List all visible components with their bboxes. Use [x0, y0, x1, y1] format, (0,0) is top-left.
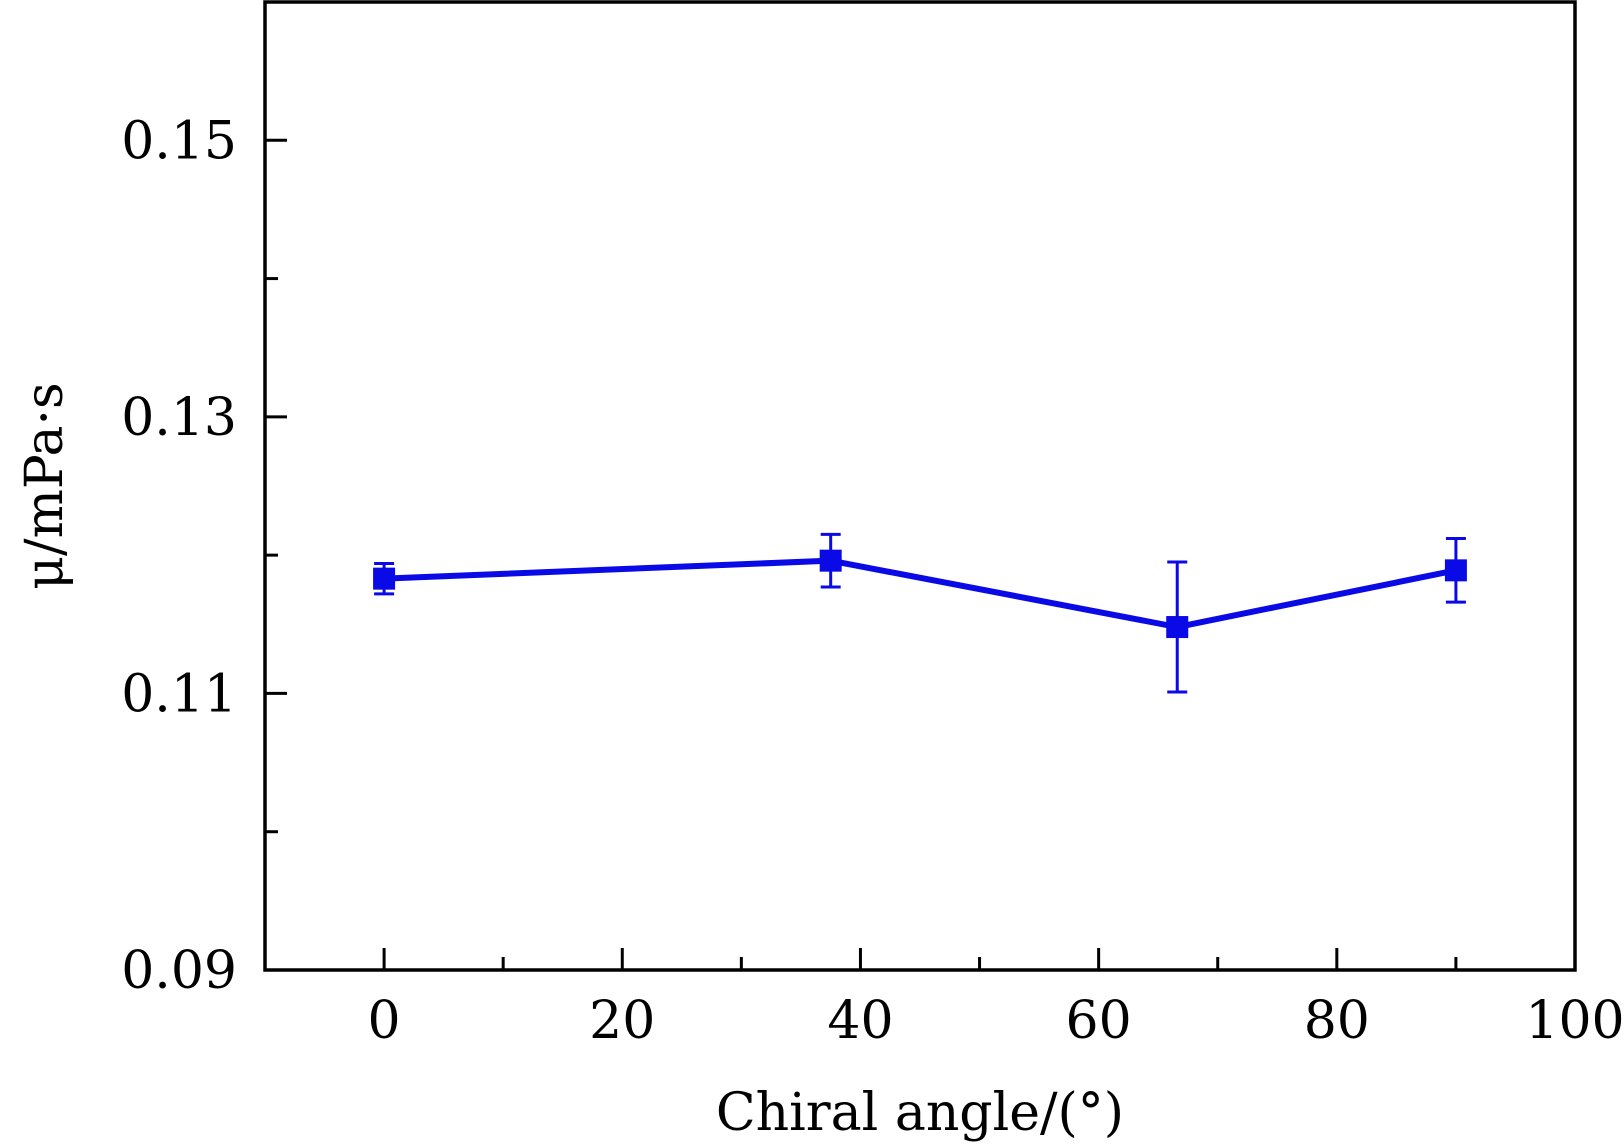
y-tick-label: 0.11	[121, 664, 237, 724]
series-line	[383, 557, 1457, 631]
data-point	[819, 549, 842, 572]
x-tick-label: 100	[1525, 991, 1624, 1051]
y-tick-label: 0.15	[121, 111, 237, 171]
y-axis-title: μ/mPa·s	[15, 382, 75, 590]
plot-frame	[263, 0, 1577, 972]
data-point	[373, 567, 396, 590]
x-tick-label: 60	[1066, 991, 1132, 1051]
data-point	[1444, 559, 1467, 582]
series-layer	[373, 532, 1467, 694]
data-point	[1166, 616, 1189, 639]
x-tick-label: 20	[589, 991, 655, 1051]
y-tick-label: 0.09	[121, 941, 237, 1001]
tick-labels: 0 20 40 60 80 100 0.09 0.11 0.13 0.15	[121, 111, 1624, 1051]
x-tick-label: 40	[827, 991, 893, 1051]
y-tick-label: 0.13	[121, 388, 237, 448]
x-axis-title: Chiral angle/(°)	[716, 1083, 1124, 1143]
x-tick-label: 0	[368, 991, 401, 1051]
x-tick-label: 80	[1304, 991, 1370, 1051]
